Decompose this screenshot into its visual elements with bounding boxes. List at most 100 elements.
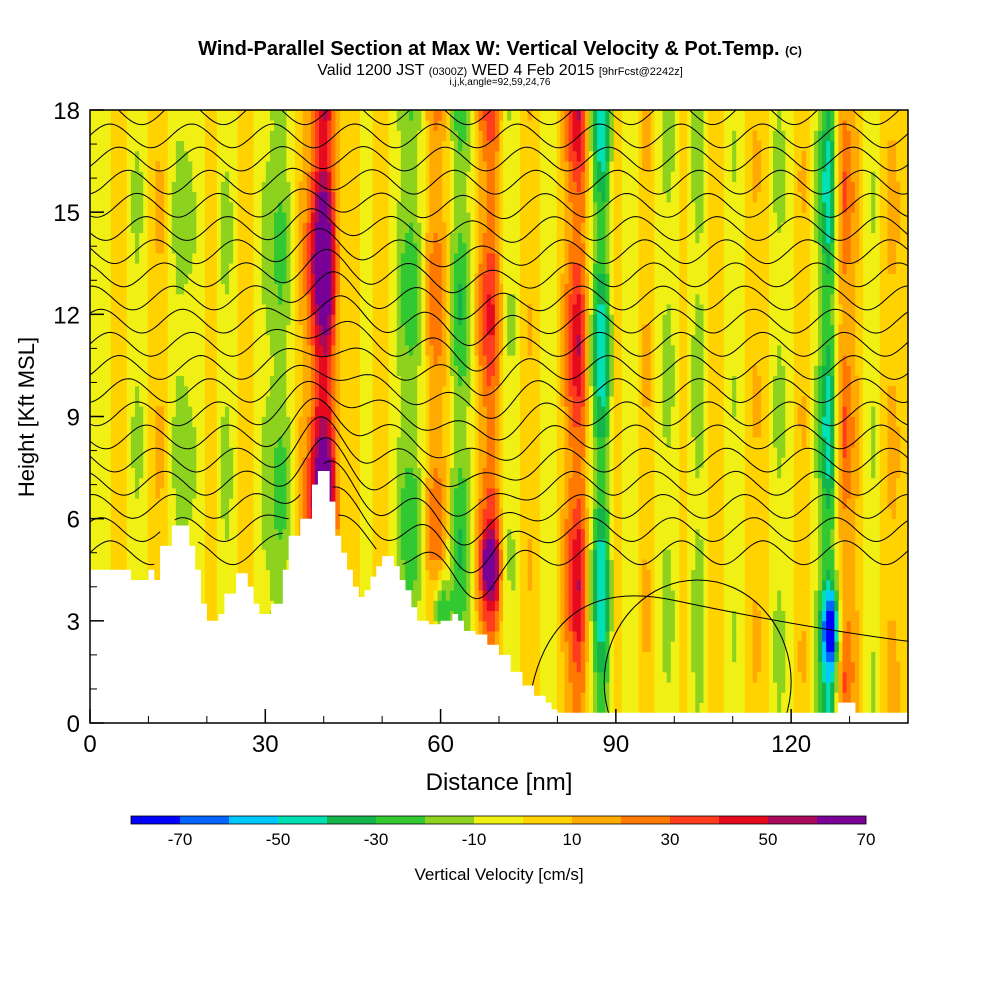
shading-cell: [98, 293, 103, 305]
shading-cell: [106, 212, 111, 223]
shading-cell: [143, 488, 148, 499]
shading-cell: [364, 385, 369, 397]
shading-cell: [274, 212, 279, 223]
shading-cell: [184, 110, 189, 121]
shading-cell: [106, 426, 111, 438]
shading-cell: [421, 120, 426, 131]
shading-cell: [400, 283, 406, 295]
shading-cell: [429, 110, 434, 121]
shading-cell: [98, 508, 103, 520]
shading-cell: [224, 232, 230, 244]
shading-cell: [184, 518, 189, 530]
shading-cell: [449, 447, 455, 458]
shading-cell: [106, 396, 111, 407]
shading-cell: [278, 559, 283, 571]
shading-cell: [106, 222, 111, 233]
shading-cell: [507, 539, 512, 550]
shading-cell: [404, 130, 410, 142]
shading-cell: [216, 212, 222, 223]
shading-cell: [192, 222, 197, 233]
shading-cell: [490, 283, 496, 295]
shading-cell: [433, 375, 439, 387]
shading-cell: [269, 355, 275, 366]
shading-cell: [94, 201, 99, 213]
shading-cell: [494, 140, 500, 152]
shading-cell: [466, 201, 471, 213]
shading-cell: [261, 549, 267, 560]
shading-cell: [302, 273, 308, 285]
shading-cell: [409, 222, 414, 233]
shading-cell: [167, 375, 173, 387]
shading-cell: [179, 334, 185, 346]
shading-cell: [478, 263, 484, 274]
shading-cell: [310, 212, 316, 223]
shading-cell: [458, 161, 463, 172]
shading-cell: [269, 120, 275, 131]
shading-cell: [143, 569, 148, 581]
shading-cell: [143, 212, 148, 223]
shading-cell: [192, 191, 197, 203]
shading-cell: [413, 549, 418, 560]
shading-cell: [474, 283, 479, 295]
shading-cell: [503, 477, 508, 489]
shading-cell: [470, 518, 475, 530]
shading-cell: [421, 498, 426, 509]
shading-cell: [490, 549, 496, 560]
shading-cell: [515, 344, 520, 356]
shading-cell: [425, 477, 430, 489]
shading-cell: [306, 334, 312, 346]
shading-cell: [404, 549, 410, 560]
shading-cell: [253, 590, 259, 601]
shading-cell: [560, 590, 565, 601]
shading-cell: [503, 334, 508, 346]
shading-cell: [458, 140, 463, 152]
shading-cell: [331, 314, 336, 325]
shading-cell: [229, 579, 234, 591]
shading-cell: [494, 334, 500, 346]
shading-cell: [102, 293, 107, 305]
shading-cell: [429, 120, 434, 131]
shading-cell: [543, 539, 549, 550]
shading-cell: [143, 232, 148, 244]
shading-cell: [400, 242, 406, 254]
shading-cell: [106, 344, 111, 356]
shading-cell: [229, 396, 234, 407]
shading-cell: [404, 518, 410, 530]
shading-cell: [188, 436, 193, 448]
shading-cell: [511, 559, 516, 571]
shading-cell: [364, 130, 369, 142]
shading-cell: [167, 426, 173, 438]
shading-cell: [265, 365, 271, 377]
shading-cell: [503, 242, 508, 254]
shading-cell: [417, 467, 422, 479]
shading-cell: [486, 620, 492, 632]
shading-cell: [192, 283, 197, 295]
shading-cell: [229, 375, 234, 387]
shading-cell: [486, 375, 492, 387]
shading-cell: [543, 273, 549, 285]
shading-cell: [396, 508, 402, 520]
shading-cell: [90, 304, 95, 315]
shading-cell: [409, 457, 414, 468]
shading-cell: [192, 467, 197, 479]
shading-cell: [466, 508, 471, 520]
shading-cell: [184, 171, 189, 182]
shading-cell: [310, 314, 316, 325]
shading-cell: [364, 324, 369, 336]
shading-cell: [143, 222, 148, 233]
shading-cell: [224, 120, 230, 131]
shading-cell: [134, 232, 140, 244]
shading-cell: [417, 416, 422, 428]
shading-cell: [511, 222, 516, 233]
shading-cell: [188, 212, 193, 223]
shading-cell: [368, 436, 373, 448]
shading-cell: [515, 222, 520, 233]
shading-cell: [94, 324, 99, 336]
shading-cell: [274, 110, 279, 121]
shading-cell: [409, 539, 414, 550]
shading-cell: [102, 467, 107, 479]
shading-cell: [564, 651, 569, 663]
shading-cell: [224, 477, 230, 489]
shading-cell: [269, 130, 275, 142]
shading-cell: [417, 477, 422, 489]
